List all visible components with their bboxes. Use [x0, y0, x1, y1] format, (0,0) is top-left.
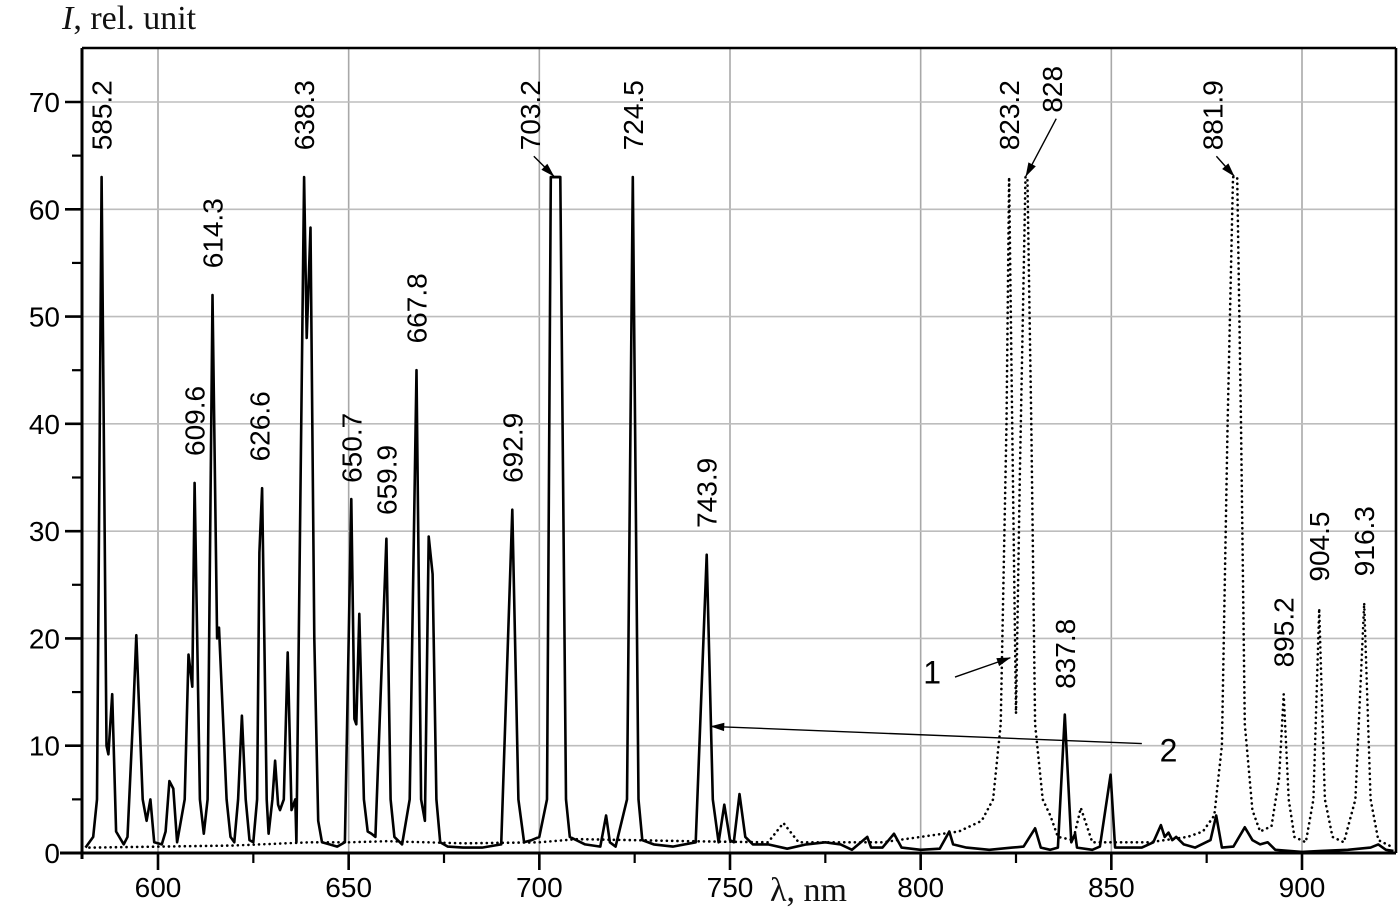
peak-label: 585.2 — [87, 80, 118, 150]
series-label-1: 1 — [923, 654, 941, 690]
y-tick-label: 20 — [29, 623, 60, 654]
x-tick-label: 700 — [516, 872, 563, 903]
peak-label: 895.2 — [1269, 597, 1300, 667]
peak-label-arrow — [1215, 155, 1235, 177]
y-tick-label: 50 — [29, 302, 60, 333]
peak-labels: 585.2 614.3 609.6 626.6 638.3 650.7 659.9 667.8… — [87, 66, 1381, 689]
axis-ticks: 600 650 700 750 800 850 900 0 10 20 30 40 50 60 70 — [29, 87, 1326, 903]
y-axis-unit: , rel. unit — [73, 0, 197, 37]
y-tick-label: 30 — [29, 516, 60, 547]
x-tick-label: 650 — [325, 872, 372, 903]
y-tick-label: 40 — [29, 409, 60, 440]
peak-label: 904.5 — [1304, 512, 1335, 582]
peak-label-arrow — [533, 155, 555, 177]
series-lines — [84, 175, 1395, 854]
series-label-arrow — [954, 657, 1011, 678]
y-tick-label: 0 — [44, 838, 60, 869]
series-annotations: 12 — [710, 654, 1178, 769]
x-tick-label: 800 — [897, 872, 944, 903]
y-tick-label: 70 — [29, 87, 60, 118]
peak-label: 614.3 — [198, 198, 229, 268]
peak-label: 626.6 — [244, 391, 275, 461]
series-2-line — [84, 175, 1394, 854]
peak-label: 823.2 — [994, 80, 1025, 150]
x-tick-label: 850 — [1088, 872, 1135, 903]
peak-label: 916.3 — [1349, 506, 1380, 576]
peak-label: 692.9 — [497, 413, 528, 483]
peak-label: 638.3 — [289, 80, 320, 150]
y-tick-label: 10 — [29, 731, 60, 762]
x-tick-label: 750 — [707, 872, 754, 903]
x-tick-label: 900 — [1279, 872, 1326, 903]
x-tick-label: 600 — [135, 872, 182, 903]
y-tick-label: 60 — [29, 194, 60, 225]
y-axis-title: I, rel. unit — [62, 0, 196, 38]
peak-label-arrow — [1025, 118, 1057, 177]
series-label-2: 2 — [1160, 733, 1178, 769]
peak-label: 659.9 — [371, 445, 402, 515]
peak-label: 837.8 — [1050, 619, 1081, 689]
peak-label: 703.2 — [515, 80, 546, 150]
peak-label: 609.6 — [180, 386, 211, 456]
peak-label: 743.9 — [692, 458, 723, 528]
series-label-arrow — [710, 722, 1142, 745]
series-1-line — [88, 175, 1395, 849]
peak-label: 724.5 — [618, 80, 649, 150]
peak-label: 828 — [1037, 66, 1068, 113]
plot-frame — [60, 46, 1398, 859]
peak-label: 881.9 — [1197, 80, 1228, 150]
peak-label: 667.8 — [402, 273, 433, 343]
peak-label: 650.7 — [336, 413, 367, 483]
grid-lines — [82, 48, 1396, 853]
x-axis-title: λ, nm — [770, 872, 847, 909]
y-axis-symbol: I — [62, 0, 74, 37]
